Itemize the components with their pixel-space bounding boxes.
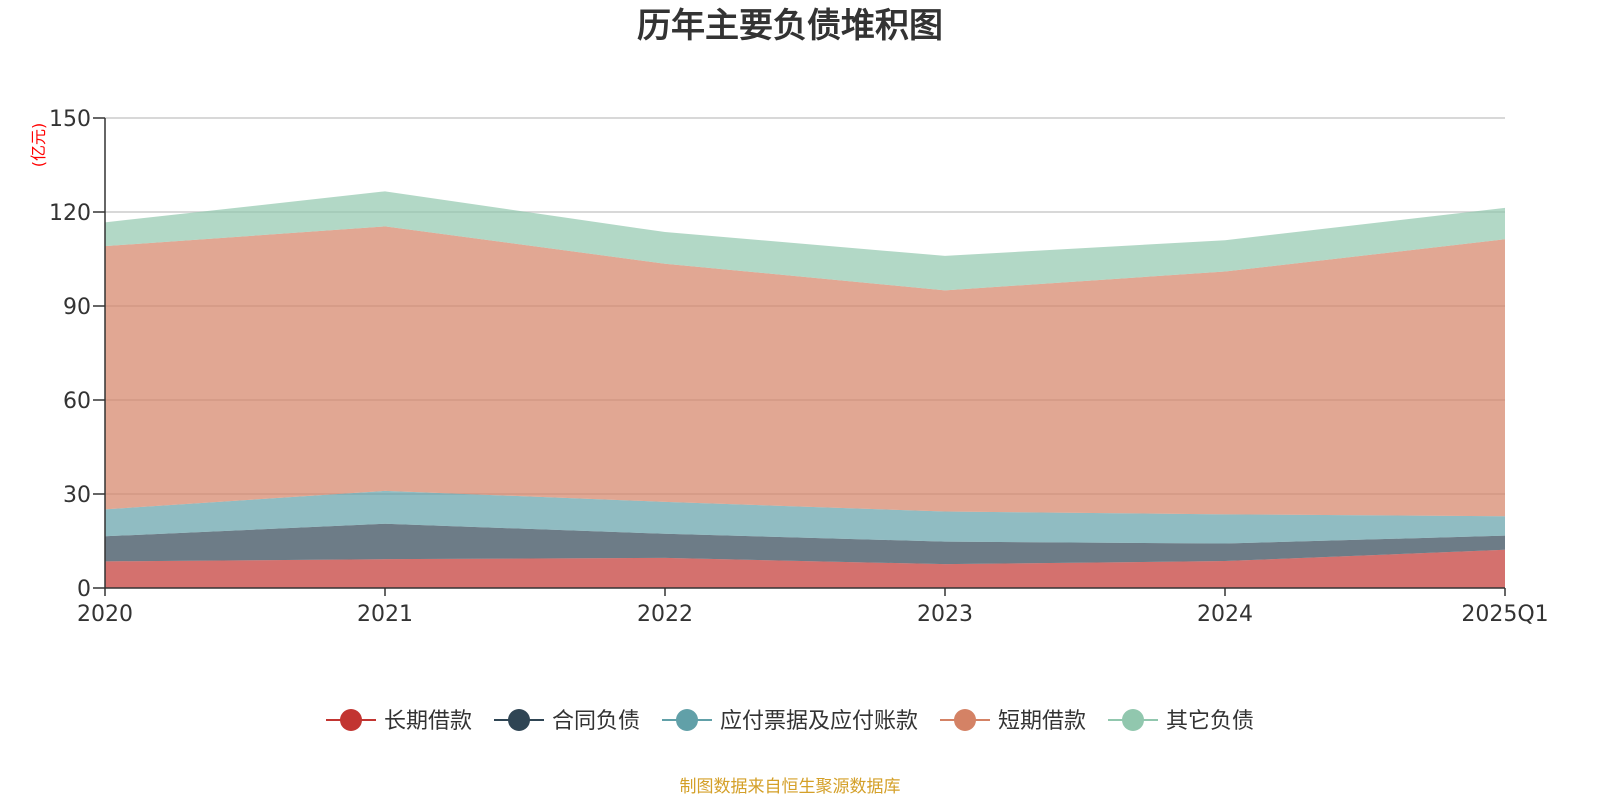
legend-label: 合同负债 (552, 709, 640, 734)
chart-title: 历年主要负债堆积图 (637, 6, 943, 46)
legend-item-1[interactable]: 长期借款 (326, 709, 472, 734)
x-tick-label-5: 2025Q1 (1461, 602, 1548, 627)
legend-circle-icon (676, 709, 698, 731)
y-tick-label-120: 120 (49, 201, 91, 226)
y-tick-label-150: 150 (49, 107, 91, 132)
x-tick-label-2: 2022 (637, 602, 693, 627)
x-tick-label-4: 2024 (1197, 602, 1253, 627)
legend-label: 应付票据及应付账款 (720, 709, 918, 734)
area-series-3 (105, 490, 1505, 544)
legend-circle-icon (954, 709, 976, 731)
legend-label: 短期借款 (998, 709, 1086, 734)
area-series-1 (105, 549, 1505, 588)
legend-label: 长期借款 (384, 709, 472, 734)
x-tick-label-0: 2020 (77, 602, 133, 627)
area-series-2 (105, 523, 1505, 565)
y-tick-label-90: 90 (63, 295, 91, 320)
area-series-4 (105, 226, 1505, 517)
y-tick-label-30: 30 (63, 483, 91, 508)
legend-item-4[interactable]: 短期借款 (940, 709, 1086, 734)
legend-item-5[interactable]: 其它负债 (1108, 709, 1254, 734)
legend[interactable]: 长期借款 合同负债 应付票据及应付账款 短期借款 其它负债 (326, 709, 1254, 734)
source-note: 制图数据来自恒生聚源数据库 (680, 777, 901, 797)
area-series (105, 191, 1505, 588)
area-series-5 (105, 191, 1505, 291)
axes: 0 30 60 90 120 150 2020 2021 2022 2023 2024 2025Q1 (49, 107, 1549, 627)
legend-item-2[interactable]: 合同负债 (494, 709, 640, 734)
y-tick-label-60: 60 (63, 389, 91, 414)
x-tick-label-1: 2021 (357, 602, 413, 627)
legend-label: 其它负债 (1166, 709, 1254, 734)
y-tick-label-0: 0 (77, 577, 91, 602)
legend-circle-icon (1122, 709, 1144, 731)
legend-circle-icon (508, 709, 530, 731)
legend-item-3[interactable]: 应付票据及应付账款 (662, 709, 918, 734)
y-axis-unit-label: (亿元) (29, 123, 48, 168)
legend-circle-icon (340, 709, 362, 731)
x-tick-label-3: 2023 (917, 602, 973, 627)
